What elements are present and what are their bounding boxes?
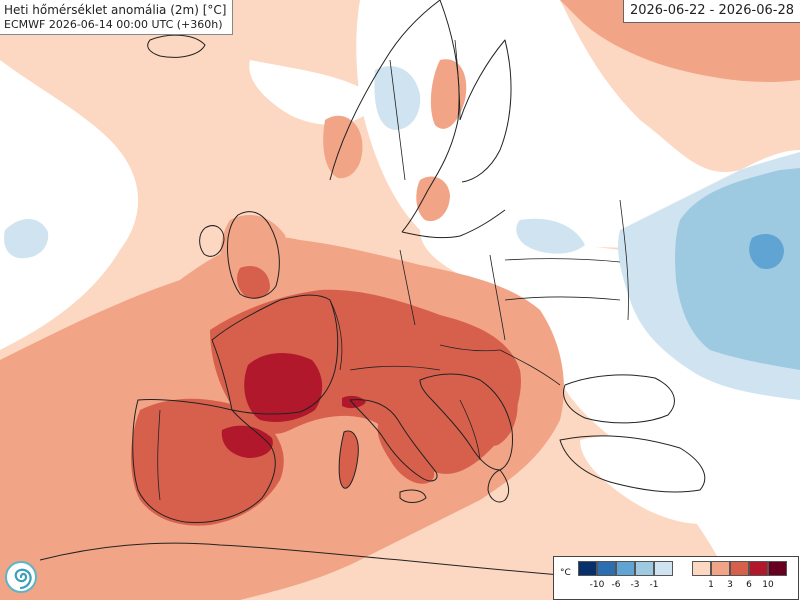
white-middle-east xyxy=(580,436,724,524)
map-title: Heti hőmérséklet anomália (2m) [°C] xyxy=(4,3,227,17)
border-norway-sweden xyxy=(389,59,406,181)
border-spain-portugal xyxy=(157,409,161,501)
legend-swatch-positive xyxy=(692,561,711,576)
light-cool-sweden xyxy=(374,66,421,130)
hot-italy xyxy=(377,416,435,484)
very-hot-spain xyxy=(221,425,273,458)
legend-swatch-negative xyxy=(654,561,673,576)
border-balkans xyxy=(459,399,481,461)
legend-tick-label: -3 xyxy=(630,580,640,590)
coast-sardinia xyxy=(338,430,359,489)
border-france-germany xyxy=(329,299,343,371)
legend-unit: °C xyxy=(560,568,571,578)
legend-tick-label: -10 xyxy=(589,580,605,590)
legend-swatch-positive xyxy=(749,561,768,576)
warm-norway xyxy=(323,115,363,179)
legend-tick-label: 1 xyxy=(708,580,714,590)
border-poland-east xyxy=(489,254,506,341)
warm-baltic-island xyxy=(416,176,450,222)
border-russia xyxy=(619,199,629,321)
coast-scandinavia xyxy=(329,0,460,233)
hot-uk-spot xyxy=(237,266,270,299)
map-subtitle: ECMWF 2026-06-14 00:00 UTC (+360h) xyxy=(4,18,223,31)
border-germany-poland xyxy=(399,249,416,326)
border-belarus xyxy=(504,258,621,263)
legend-swatch-positive xyxy=(711,561,730,576)
very-hot-alps xyxy=(342,395,366,409)
coastlines xyxy=(39,0,706,576)
coast-black-sea xyxy=(563,374,675,424)
coast-north-africa xyxy=(39,542,561,576)
border-hungary xyxy=(439,344,501,352)
border-romania xyxy=(499,349,561,386)
legend-swatch-negative xyxy=(578,561,597,576)
coast-greece xyxy=(487,469,510,503)
borders xyxy=(157,39,629,501)
hot-sardinia xyxy=(339,431,359,489)
legend-tick-label: 3 xyxy=(727,580,733,590)
light-cool-atlantic xyxy=(4,218,49,259)
coast-turkey xyxy=(559,435,706,493)
coast-italy xyxy=(349,399,438,482)
legend-swatch-negative xyxy=(597,561,616,576)
coast-baltic xyxy=(401,209,506,239)
light-cool-baltic xyxy=(516,218,585,254)
legend-swatch-positive xyxy=(768,561,787,576)
white-north-atlantic xyxy=(249,60,380,125)
spiral-logo-icon xyxy=(5,561,37,593)
map-header: Heti hőmérséklet anomália (2m) [°C] ECMW… xyxy=(0,0,234,35)
hot-central-europe xyxy=(210,289,521,474)
legend-swatch-negative xyxy=(616,561,635,576)
color-legend: °C -10 -6 -3 -1 1 3 6 10 xyxy=(553,556,799,600)
legend-tick-label: -1 xyxy=(649,580,659,590)
coast-iceland xyxy=(147,34,206,58)
white-atlantic xyxy=(0,60,139,350)
legend-swatch-positive xyxy=(730,561,749,576)
legend-swatch-negative xyxy=(635,561,654,576)
legend-tick-label: 10 xyxy=(762,580,774,590)
very-hot-france xyxy=(244,353,323,422)
border-austria xyxy=(349,365,441,371)
legend-tick-label: -6 xyxy=(611,580,621,590)
white-scandinavia xyxy=(356,0,800,249)
warm-finland xyxy=(430,59,467,129)
border-sweden-finland xyxy=(454,39,461,121)
coast-sicily xyxy=(399,489,427,503)
cool-russia xyxy=(675,168,800,370)
coast-finland xyxy=(459,39,512,183)
logo-spiral xyxy=(14,568,32,590)
coast-ireland xyxy=(199,225,225,257)
period-label: 2026-06-22 - 2026-06-28 xyxy=(622,0,800,23)
border-ukraine xyxy=(504,296,621,301)
cold-russia-core xyxy=(749,234,784,270)
legend-tick-label: 6 xyxy=(746,580,752,590)
coast-uk xyxy=(227,211,280,299)
